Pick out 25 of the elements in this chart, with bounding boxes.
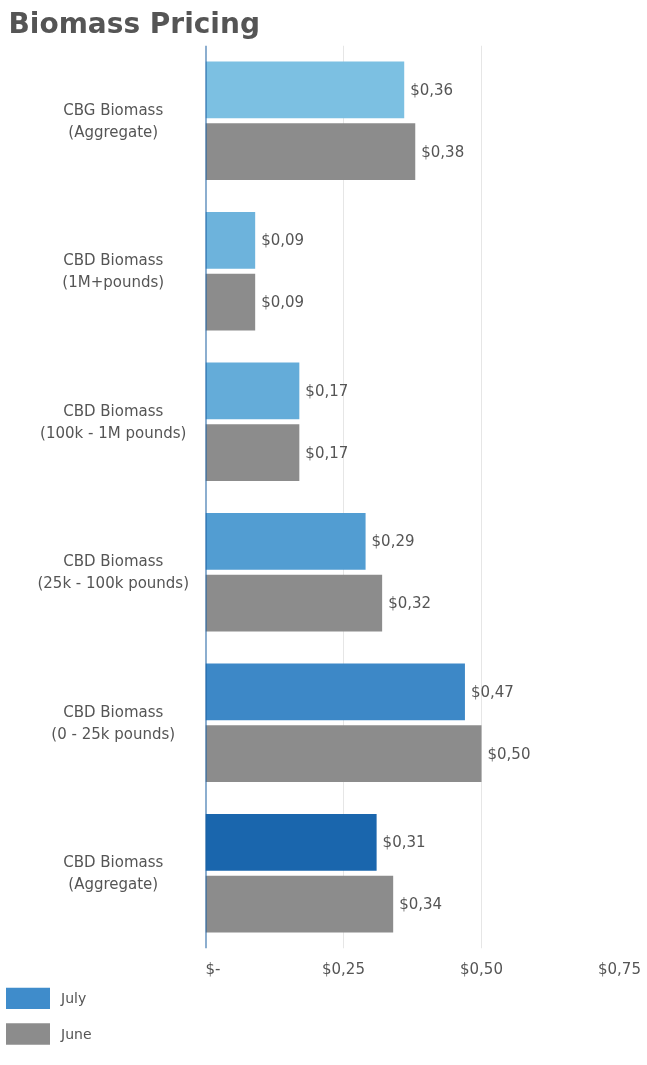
- data-label: $0,31: [382, 833, 426, 852]
- data-label: $0,38: [421, 142, 465, 161]
- x-tick-label: $0,50: [460, 959, 503, 978]
- y-tick-label: CBD Biomass (0 - 25k pounds): [51, 702, 176, 743]
- data-label: $0,17: [305, 381, 349, 400]
- data-label: $0,36: [410, 80, 454, 99]
- y-tick-label: CBD Biomass (Aggregate): [63, 853, 164, 894]
- data-label: $0,09: [261, 293, 305, 312]
- data-label: $0,29: [371, 532, 415, 551]
- x-tick-label: $-: [205, 959, 221, 978]
- y-tick-label: CBG Biomass (Aggregate): [63, 100, 164, 141]
- chart-title: Biomass Pricing: [8, 6, 260, 40]
- data-label: $0,47: [470, 682, 514, 701]
- data-label: $0,32: [388, 594, 432, 613]
- legend-label: June: [60, 1026, 92, 1043]
- data-label: $0,17: [305, 443, 349, 462]
- y-tick-label: CBD Biomass (100k - 1M pounds): [40, 401, 187, 442]
- x-tick-label: $0,25: [322, 959, 365, 978]
- x-tick-label: $0,75: [598, 959, 641, 978]
- data-label: $0,09: [261, 231, 305, 250]
- data-label: $0,50: [487, 744, 531, 763]
- data-label: $0,34: [399, 895, 443, 914]
- legend-label: July: [60, 990, 87, 1007]
- y-tick-label: CBD Biomass (25k - 100k pounds): [37, 552, 190, 593]
- y-tick-label: CBD Biomass (1M+pounds): [62, 251, 165, 292]
